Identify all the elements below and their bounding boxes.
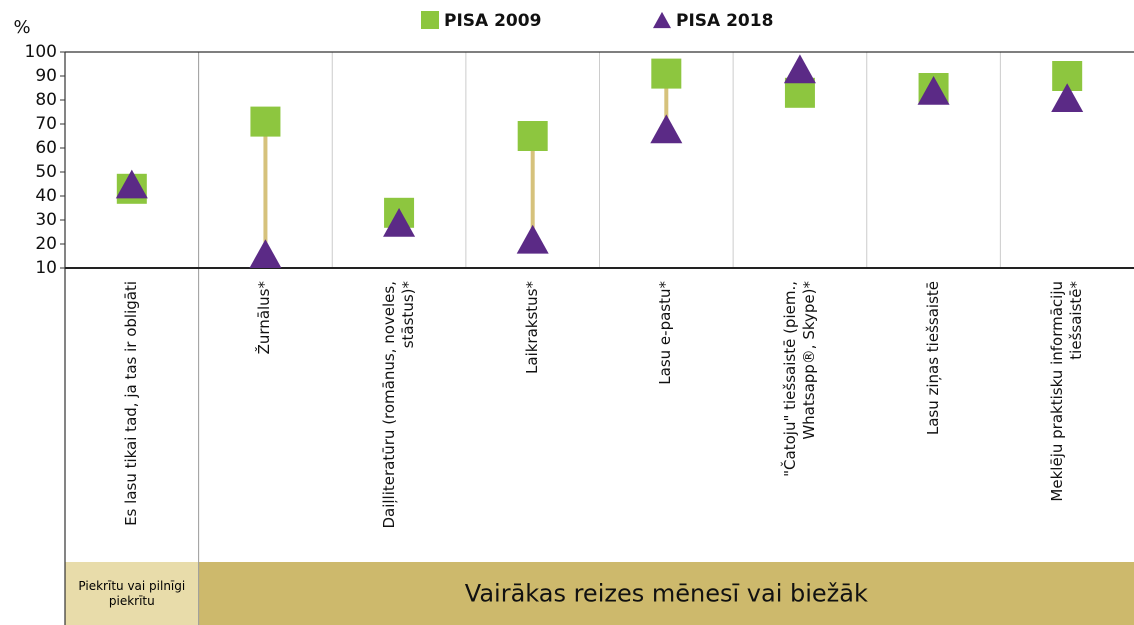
square-marker — [517, 121, 548, 151]
y-tick-label: 60 — [35, 138, 57, 158]
legend-marker — [653, 11, 671, 29]
y-axis-label: % — [13, 17, 30, 38]
legend-label: PISA 2018 — [676, 11, 773, 31]
y-tick-label: 100 — [25, 42, 57, 62]
y-tick-label: 70 — [35, 114, 57, 134]
x-tick-label: Meklēju praktisku informāciju tiešsaistē… — [1048, 281, 1086, 502]
x-tick-label: Lasu ziņas tiešsaistē — [924, 281, 943, 436]
triangle-marker — [383, 208, 416, 237]
legend-label: PISA 2009 — [444, 11, 541, 31]
x-tick-label: Laikrakstus* — [523, 281, 542, 374]
triangle-marker — [516, 224, 549, 254]
triangle-marker — [783, 54, 816, 84]
group-label: Vairākas reizes mēnesī vai biežāk — [465, 580, 868, 608]
y-tick-label: 30 — [35, 210, 57, 230]
x-tick-label: Lasu e-pastu* — [656, 281, 675, 385]
square-marker — [651, 58, 682, 89]
triangle-marker — [917, 76, 950, 105]
y-tick-label: 10 — [35, 258, 57, 278]
square-marker — [250, 106, 281, 137]
y-tick-label: 50 — [35, 162, 57, 182]
y-tick-label: 80 — [35, 90, 57, 110]
x-tick-label: Žurnālus* — [255, 281, 274, 355]
x-tick-label: "Čatoju" tiešsaistē (piem., Whatsapp®, S… — [780, 281, 818, 477]
triangle-marker — [1051, 83, 1084, 112]
group-label: Piekrītu vai pilnīgi piekrītu — [78, 578, 186, 608]
y-tick-label: 90 — [35, 66, 57, 86]
triangle-marker — [650, 114, 683, 144]
group-band — [65, 562, 199, 625]
group-band — [198, 562, 1134, 625]
legend-marker — [421, 11, 439, 29]
y-tick-label: 40 — [35, 186, 57, 206]
triangle-marker — [115, 169, 148, 199]
x-tick-label: Daiļliteratūru (romānus, noveles, stāstu… — [380, 281, 418, 529]
y-tick-label: 20 — [35, 234, 57, 254]
triangle-marker — [249, 239, 282, 268]
x-tick-label: Es lasu tikai tad, ja tas ir obligāti — [122, 281, 141, 526]
